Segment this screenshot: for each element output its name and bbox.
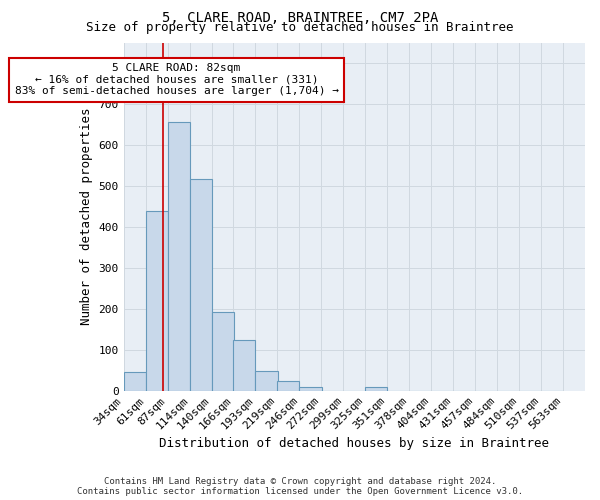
Text: 5, CLARE ROAD, BRAINTREE, CM7 2PA: 5, CLARE ROAD, BRAINTREE, CM7 2PA — [162, 11, 438, 25]
X-axis label: Distribution of detached houses by size in Braintree: Distribution of detached houses by size … — [159, 437, 549, 450]
Bar — [365, 387, 388, 391]
Text: Contains HM Land Registry data © Crown copyright and database right 2024.
Contai: Contains HM Land Registry data © Crown c… — [77, 476, 523, 496]
Bar — [256, 371, 278, 391]
Bar — [233, 340, 256, 391]
Bar — [146, 210, 169, 391]
Text: Size of property relative to detached houses in Braintree: Size of property relative to detached ho… — [86, 21, 514, 34]
Bar — [190, 179, 212, 391]
Text: 5 CLARE ROAD: 82sqm
← 16% of detached houses are smaller (331)
83% of semi-detac: 5 CLARE ROAD: 82sqm ← 16% of detached ho… — [14, 64, 338, 96]
Bar — [277, 380, 299, 391]
Bar — [299, 387, 322, 391]
Bar — [212, 312, 234, 391]
Y-axis label: Number of detached properties: Number of detached properties — [80, 108, 93, 326]
Bar — [124, 372, 146, 391]
Bar — [167, 122, 190, 391]
